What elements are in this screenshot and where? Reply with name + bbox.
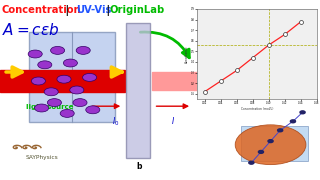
FancyArrow shape [152,72,198,90]
Circle shape [47,99,61,107]
Point [266,44,271,46]
Circle shape [60,109,74,117]
Text: detector: detector [208,58,245,67]
Circle shape [76,46,90,54]
Circle shape [268,140,273,143]
Circle shape [249,161,254,164]
Point [202,90,207,93]
Point [218,80,223,82]
Circle shape [28,50,42,58]
FancyArrow shape [0,70,125,92]
Point [234,69,239,72]
Circle shape [259,150,264,153]
FancyBboxPatch shape [29,32,115,122]
Circle shape [70,86,84,94]
Circle shape [31,77,45,85]
Circle shape [44,88,58,96]
Text: Concentration: Concentration [2,5,82,15]
Text: $A=c\epsilon b$: $A=c\epsilon b$ [2,22,60,38]
Text: light source: light source [26,104,73,110]
Text: SAYPhysics: SAYPhysics [26,155,58,160]
Circle shape [35,104,49,112]
Circle shape [63,59,77,67]
Circle shape [235,125,306,165]
Y-axis label: Absorbance: Absorbance [185,45,189,63]
FancyBboxPatch shape [126,23,150,158]
Circle shape [83,73,97,81]
Text: $I_0$: $I_0$ [111,115,119,128]
Circle shape [300,111,305,114]
Point [282,33,287,36]
Text: OriginLab: OriginLab [110,5,165,15]
Circle shape [73,99,87,107]
Text: UV-Vis: UV-Vis [76,5,111,15]
Point [298,20,303,23]
Circle shape [278,129,283,132]
Text: b: b [136,162,142,171]
Circle shape [57,75,71,83]
Text: |: | [103,5,110,16]
Circle shape [86,106,100,114]
Circle shape [38,61,52,69]
Text: |: | [62,5,73,16]
Circle shape [51,46,65,54]
FancyBboxPatch shape [242,126,308,161]
X-axis label: Concentration (mol/L): Concentration (mol/L) [241,107,273,111]
Text: $I$: $I$ [171,115,175,126]
Point [250,56,255,59]
Circle shape [291,120,296,123]
